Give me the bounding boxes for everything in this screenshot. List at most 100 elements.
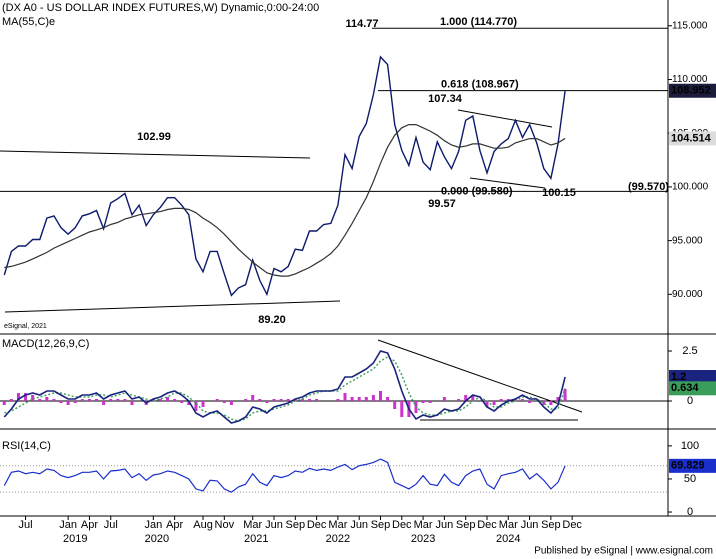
year-label: 2021 [244, 533, 268, 545]
year-label: 2023 [411, 533, 435, 545]
x-tick-label: Mar [328, 519, 347, 531]
year-label: 2024 [496, 533, 520, 545]
histogram-bar [66, 401, 70, 405]
histogram-bar [520, 399, 524, 401]
y-tick-label: 90.000 [672, 289, 703, 300]
x-tick-label: Jun [521, 519, 539, 531]
histogram-bar [528, 401, 532, 403]
value-tag-label: 0.634 [671, 382, 699, 394]
histogram-bar [201, 401, 205, 407]
histogram-bar [52, 399, 56, 401]
histogram-bar [31, 395, 35, 401]
histogram-bar [59, 401, 63, 403]
fib-label: 0.000 (99.580) [441, 185, 513, 197]
y-tick-label: 115.000 [672, 20, 708, 31]
x-tick-label: Dec [477, 519, 497, 531]
histogram-bar [130, 401, 134, 405]
histogram-bar [300, 399, 304, 401]
histogram-bar [513, 399, 517, 401]
x-tick-label: Jul [104, 519, 118, 531]
histogram-bar [215, 399, 219, 401]
histogram-bar [549, 401, 553, 405]
histogram-bar [244, 399, 248, 401]
y-tick-label: 110.000 [672, 74, 708, 85]
histogram-bar [393, 401, 397, 409]
y-tick-label: 50 [684, 473, 696, 485]
year-label: 2020 [145, 533, 169, 545]
histogram-bar [123, 399, 127, 401]
trendlines [0, 109, 583, 421]
ma-label: MA(55,C)e [2, 16, 55, 28]
panel-borders [0, 0, 716, 517]
histogram-bar [173, 399, 177, 401]
histogram-bar [109, 399, 113, 401]
histogram-bar [286, 399, 290, 401]
histogram-bar [16, 393, 20, 401]
x-tick-label: Nov [215, 519, 235, 531]
histogram-bar [180, 401, 184, 403]
histogram-bar [464, 395, 468, 401]
histogram-bar [38, 399, 42, 401]
histogram-bar [556, 397, 560, 401]
annotation: 89.20 [258, 314, 286, 326]
annotations: 114.77 107.34 102.99 99.57 100.15 (99.57… [137, 18, 669, 326]
fib-label: 0.618 (108.967) [441, 78, 519, 90]
annotation: 99.57 [428, 198, 456, 210]
value-tag [669, 131, 716, 146]
histogram-bar [357, 397, 361, 401]
series-line [4, 356, 566, 422]
histogram-bar [166, 397, 170, 401]
value-tag-label: 108.952 [671, 85, 711, 97]
x-tick-label: Dec [392, 519, 412, 531]
histogram-bar [116, 399, 120, 401]
histogram-bar [102, 401, 106, 405]
histogram-bar [24, 393, 28, 401]
histogram-bar [336, 399, 340, 401]
histogram-bar [151, 399, 155, 401]
annotation: 102.99 [137, 131, 171, 143]
histogram-bar [492, 401, 496, 405]
value-tag [669, 458, 716, 473]
chart-title: (DX A0 - US DOLLAR INDEX FUTURES,W) Dyna… [2, 2, 319, 14]
histogram-bar [229, 401, 233, 405]
series-line [4, 124, 566, 277]
y-tick-label: 0 [687, 506, 693, 518]
value-tag [669, 381, 716, 396]
histogram-bar [386, 397, 390, 401]
x-tick-label: Aug [193, 519, 213, 531]
histogram-bar [258, 399, 262, 401]
x-tick-label: Jun [436, 519, 454, 531]
histogram-bar [80, 399, 84, 401]
histogram-bar [350, 397, 354, 401]
year-label: 2019 [63, 533, 87, 545]
y-tick-label: 2.5 [682, 345, 697, 357]
x-tick-label: Apr [166, 519, 183, 531]
histogram-bar [194, 401, 198, 411]
x-tick-label: Sep [541, 519, 561, 531]
x-tick-label: Mar [414, 519, 433, 531]
histogram-bar [542, 401, 546, 405]
annotation: 107.34 [428, 93, 463, 105]
x-tick-label: Mar [243, 519, 262, 531]
histogram-bar [158, 399, 162, 401]
series-line [3, 458, 566, 493]
x-tick-label: Jun [265, 519, 283, 531]
y-tick-label: 0 [687, 395, 693, 407]
macd-title: MACD(12,26,9,C) [2, 338, 89, 350]
rsi-title: RSI(14,C) [2, 440, 51, 452]
x-tick-label: Dec [307, 519, 327, 531]
series-line [3, 350, 566, 424]
y-tick-label: 100.000 [672, 182, 709, 193]
x-tick-label: Sep [371, 519, 391, 531]
x-tick-label: Jun [350, 519, 368, 531]
histogram-bar [471, 395, 475, 401]
histogram-bar [265, 401, 269, 403]
value-tag-label: 69.829 [671, 460, 705, 472]
histogram-bar [485, 401, 489, 407]
histogram-bar [378, 391, 382, 401]
watermark: eSignal, 2021 [4, 323, 47, 330]
histogram-bar [45, 397, 49, 401]
y-tick-label: 95.000 [672, 235, 703, 246]
value-tag [669, 370, 716, 384]
